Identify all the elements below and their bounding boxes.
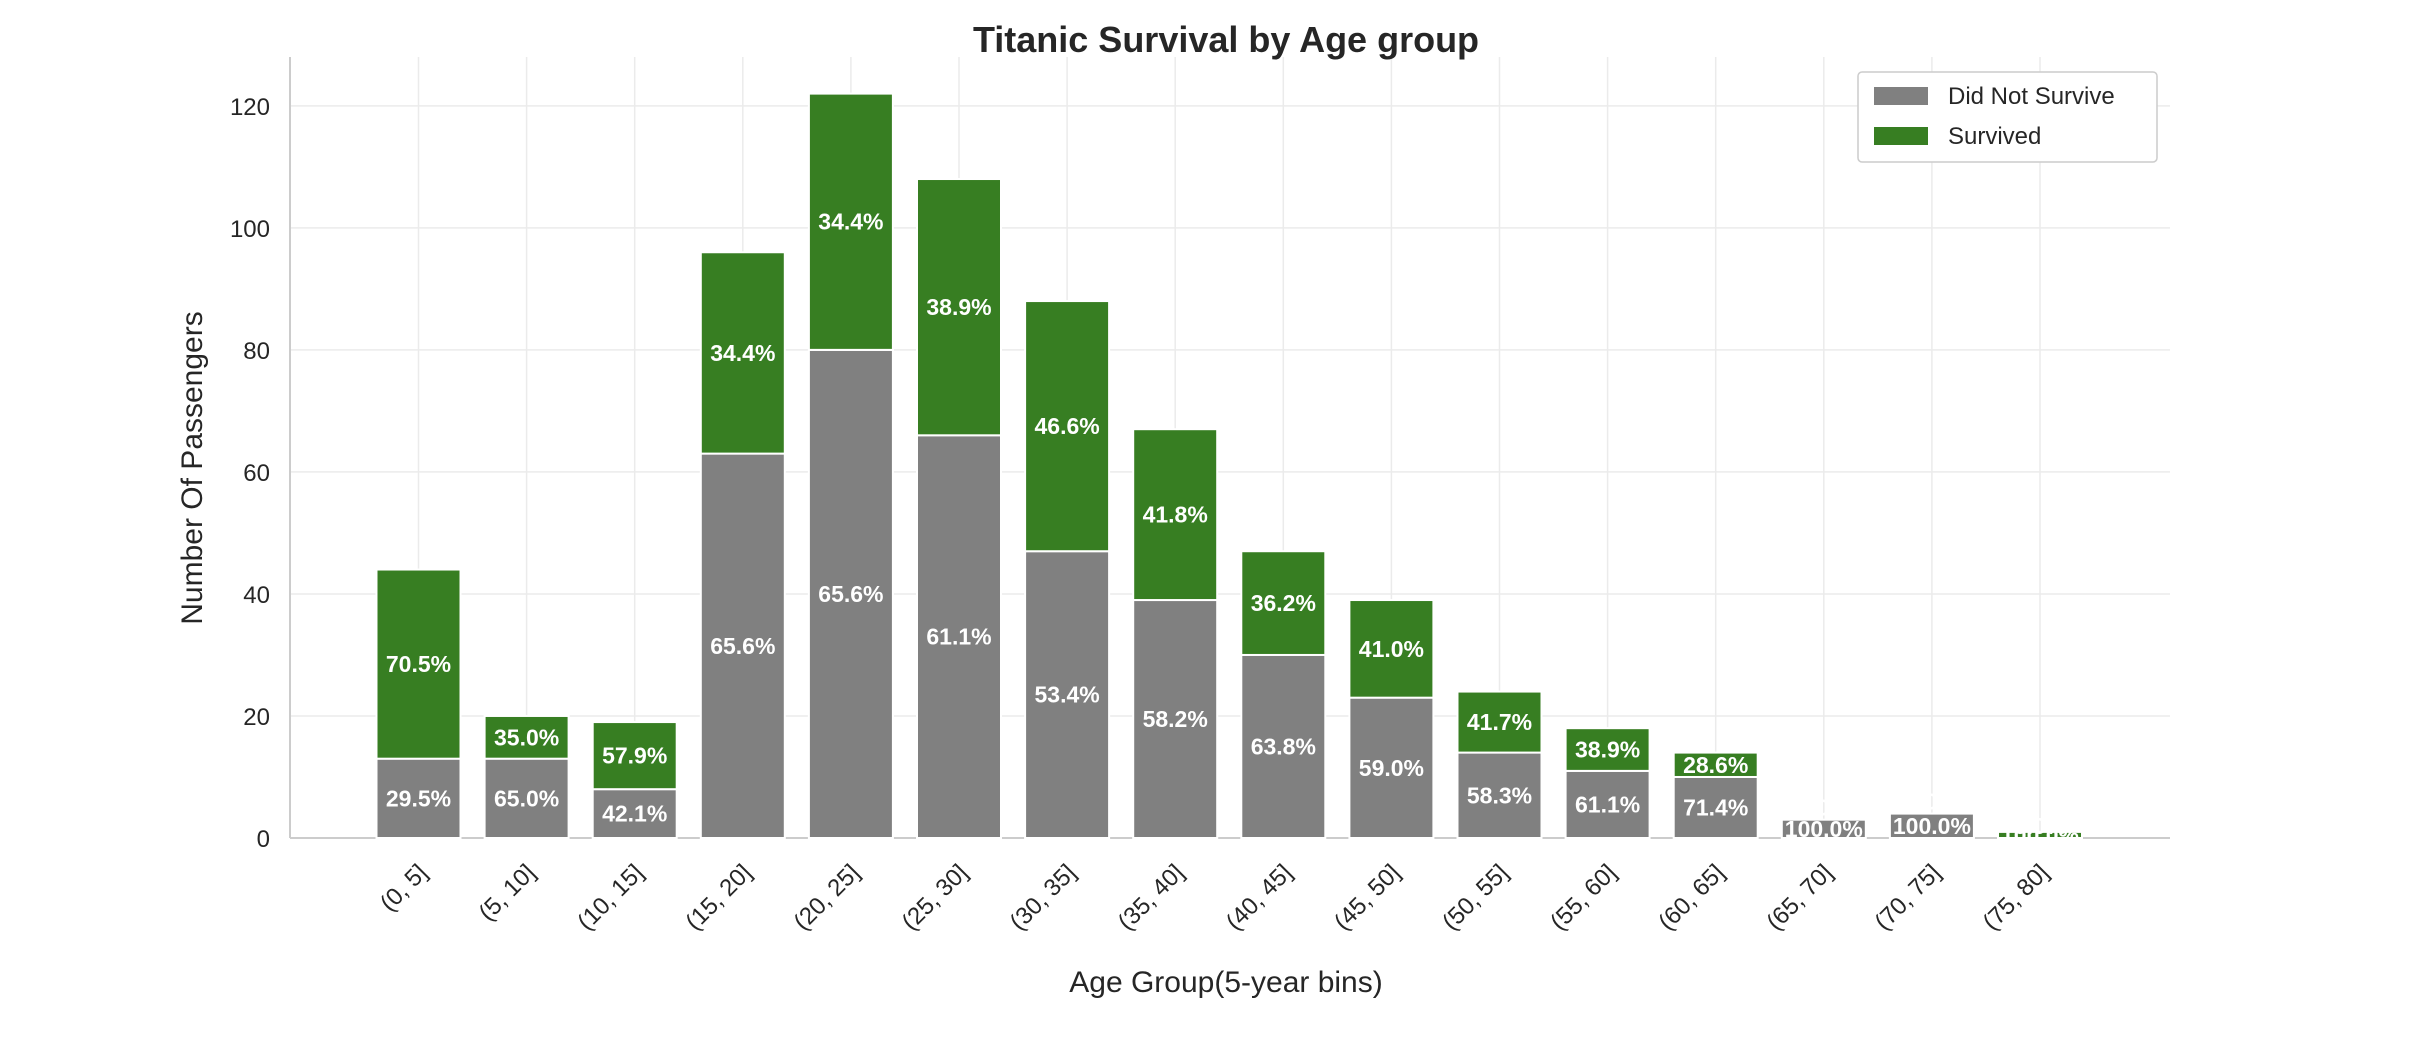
bar-label-did-not-survive: 100.0% — [1785, 816, 1863, 842]
legend-swatch-survived — [1874, 127, 1928, 145]
bar-label-survived: 57.9% — [602, 743, 667, 769]
bar-label-survived: 46.6% — [1034, 413, 1099, 439]
bar-survived — [1456, 690, 1543, 754]
bar-label-survived: 41.7% — [1467, 709, 1532, 735]
bar-label-did-not-survive: 65.6% — [710, 633, 775, 659]
bar-label-did-not-survive: 71.4% — [1683, 794, 1748, 820]
y-tick-label: 80 — [243, 338, 270, 365]
bars — [375, 92, 2083, 839]
bar-did-not-survive — [699, 452, 786, 839]
bar-did-not-survive — [1564, 769, 1651, 839]
legend-label-did-not-survive: Did Not Survive — [1948, 83, 2115, 110]
y-tick-label: 100 — [230, 216, 270, 243]
bar-label-did-not-survive: 61.1% — [926, 624, 991, 650]
y-axis-label: Number Of Passengers — [176, 311, 209, 624]
legend-label-survived: Survived — [1948, 123, 2041, 150]
bar-did-not-survive — [1240, 653, 1327, 839]
bar-label-did-not-survive: 59.0% — [1359, 755, 1424, 781]
bar-label-did-not-survive: 58.2% — [1143, 706, 1208, 732]
bar-label-survived: 100.0% — [2001, 822, 2079, 848]
y-tick-label: 60 — [243, 460, 270, 487]
bar-did-not-survive — [1888, 812, 1975, 839]
bar-label-did-not-survive: 65.0% — [494, 785, 559, 811]
bar-label-did-not-survive: 100.0% — [1893, 813, 1971, 839]
bar-did-not-survive — [1348, 696, 1435, 839]
bar-label-survived: 0.0% — [1906, 789, 1958, 815]
bar-labels: 29.5% 70.5% 65.0% 35.0% 42.1% 57.9% 65.6% 34.4%… — [386, 209, 2079, 848]
bar-label-did-not-survive: 61.1% — [1575, 791, 1640, 817]
bar-label-did-not-survive: 29.5% — [386, 785, 451, 811]
legend-swatch-did-not-survive — [1874, 87, 1928, 105]
bar-label-survived: 41.8% — [1143, 502, 1208, 528]
chart-title: Titanic Survival by Age group — [973, 19, 1479, 60]
bar-survived — [916, 178, 1002, 437]
bar-label-did-not-survive: 58.3% — [1467, 782, 1532, 808]
y-tick-label: 120 — [230, 94, 270, 121]
bar-survived — [1997, 830, 2083, 839]
bar-did-not-survive — [916, 434, 1002, 839]
bar-label-did-not-survive: 53.4% — [1034, 682, 1099, 708]
bar-survived — [591, 721, 678, 791]
bar-label-survived: 0.0% — [1798, 795, 1850, 821]
bar-survived — [1240, 550, 1327, 656]
bar-label-did-not-survive: 63.8% — [1251, 733, 1316, 759]
bar-label-survived: 70.5% — [386, 651, 451, 677]
bar-survived — [1564, 727, 1651, 772]
bar-did-not-survive — [483, 757, 570, 839]
bar-label-survived: 34.4% — [818, 209, 883, 235]
bar-label-survived: 38.9% — [1575, 737, 1640, 763]
bar-did-not-survive — [1132, 599, 1219, 839]
bar-did-not-survive — [1672, 775, 1759, 839]
bar-label-did-not-survive: 65.6% — [818, 581, 883, 607]
bar-survived — [1024, 300, 1111, 553]
y-tick-label: 0 — [257, 826, 270, 853]
bar-did-not-survive — [1456, 751, 1543, 839]
bar-label-survived: 41.0% — [1359, 636, 1424, 662]
bar-did-not-survive — [807, 348, 894, 839]
bar-did-not-survive — [1024, 550, 1111, 839]
bar-label-did-not-survive: 0.0% — [2014, 813, 2066, 839]
y-tick-label: 20 — [243, 704, 270, 731]
bar-did-not-survive — [375, 757, 462, 839]
bar-survived — [807, 92, 894, 351]
bar-survived — [483, 714, 570, 760]
legend-frame — [1857, 71, 2158, 163]
bar-label-survived: 28.6% — [1683, 752, 1748, 778]
bar-label-did-not-survive: 42.1% — [602, 801, 667, 827]
legend: Did Not Survive Survived — [1857, 71, 2158, 163]
bar-survived — [699, 251, 786, 455]
bar-label-survived: 34.4% — [710, 340, 775, 366]
bar-survived — [1672, 751, 1759, 778]
bar-label-survived: 35.0% — [494, 724, 559, 750]
bar-survived — [1132, 428, 1219, 602]
bar-did-not-survive — [1780, 818, 1867, 839]
y-tick-label: 40 — [243, 582, 270, 609]
bar-survived — [375, 568, 462, 760]
bar-survived — [1348, 599, 1435, 699]
x-axis-label: Age Group(5-year bins) — [1069, 966, 1382, 999]
bar-label-survived: 38.9% — [926, 294, 991, 320]
bar-label-survived: 36.2% — [1251, 590, 1316, 616]
bar-did-not-survive — [591, 788, 678, 839]
